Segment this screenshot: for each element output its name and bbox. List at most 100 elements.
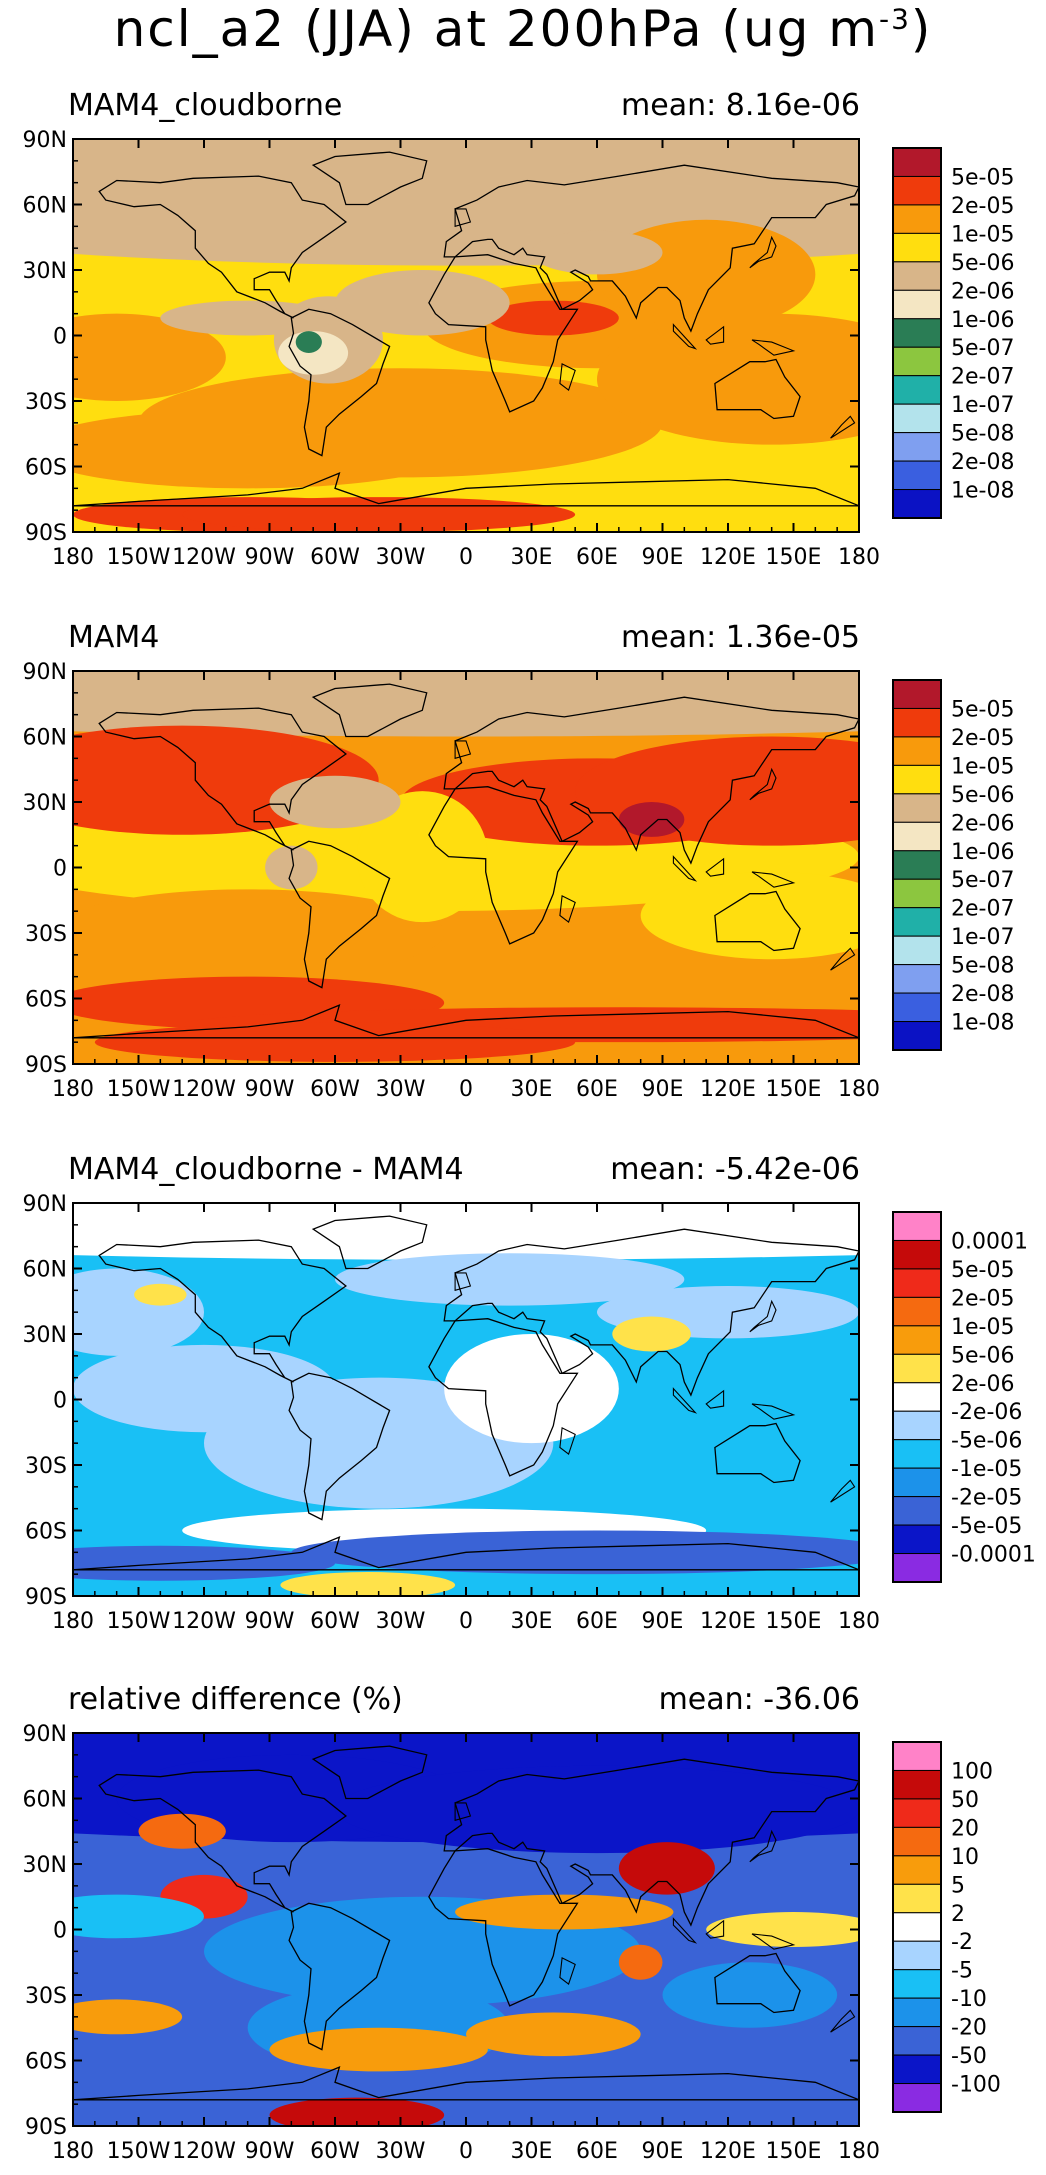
legend-label: 10	[951, 1845, 979, 1870]
legend-label: 2e-05	[951, 726, 1014, 751]
contour-region	[597, 313, 859, 445]
legend-label: 5e-08	[951, 422, 1014, 447]
panel-4-mean: mean: -36.06	[658, 1682, 860, 1717]
legend-label: 5e-05	[951, 165, 1014, 190]
coastline-island	[830, 1479, 856, 1503]
lon-label: 150W	[107, 1077, 171, 1102]
lat-label: 0	[53, 1919, 67, 1944]
legend-swatch	[892, 289, 942, 320]
legend-label: 20	[951, 1816, 979, 1841]
coastline-island	[559, 895, 576, 924]
lon-label: 90W	[245, 2139, 295, 2164]
contour-region	[134, 1283, 187, 1306]
legend-swatch	[892, 1855, 942, 1885]
lat-label: 0	[53, 857, 67, 882]
legend-swatch	[892, 764, 942, 795]
coastline-eurasia	[443, 1758, 859, 1927]
lon-label: 30W	[376, 2139, 426, 2164]
coastline-island	[672, 855, 698, 882]
coastline-island	[749, 1299, 777, 1333]
legend-label: 5e-06	[951, 783, 1014, 808]
contour-region	[291, 1530, 859, 1575]
legend-label: 2e-07	[951, 365, 1014, 390]
coastline-antarctica	[73, 1535, 859, 1571]
contour-region	[94, 1022, 576, 1062]
coastline-africa	[428, 1318, 579, 1477]
lat-label: 90S	[25, 2115, 67, 2140]
contour-region	[269, 2027, 488, 2072]
legend-label: 2e-06	[951, 811, 1014, 836]
contour-region	[455, 1894, 674, 1930]
coastline-island	[454, 208, 472, 228]
legend-swatch	[892, 1325, 942, 1355]
legend-swatch	[892, 2054, 942, 2085]
coastline-australia	[714, 1422, 801, 1484]
legend-label: -2e-06	[951, 1400, 1022, 1425]
lon-label: 90W	[245, 1609, 295, 1634]
contour-region	[335, 1253, 685, 1306]
coastline-island	[559, 1957, 576, 1986]
legend-swatch	[892, 736, 942, 766]
lon-label: 30E	[511, 1077, 553, 1102]
legend-swatch	[892, 1353, 942, 1384]
contour-region	[618, 1842, 715, 1895]
lon-label: 180	[838, 545, 880, 570]
coastline-eurasia	[443, 696, 859, 865]
legend-label: -100	[951, 2073, 1001, 2098]
lon-label: 180	[838, 1077, 880, 1102]
coastline-africa	[428, 786, 579, 945]
legend-label: -1e-05	[951, 1457, 1022, 1482]
contour-region	[73, 1999, 183, 2035]
lon-label: 30W	[376, 545, 426, 570]
lon-label: 180	[52, 1077, 94, 1102]
legend-label: 1e-06	[951, 308, 1014, 333]
lat-label: 30N	[23, 1853, 67, 1878]
coastlines	[73, 683, 859, 1039]
lon-label: 30E	[511, 1609, 553, 1634]
legend-label: 1e-05	[951, 1315, 1014, 1340]
coastline-antarctica	[73, 2065, 859, 2101]
lat-label: 60S	[25, 456, 67, 481]
coastline-greenland	[311, 151, 428, 206]
lon-label: 0	[459, 545, 473, 570]
legend-frame	[892, 1741, 942, 2113]
lat-label: 30S	[25, 390, 67, 415]
legend-swatch	[892, 460, 942, 491]
lon-label: 180	[52, 1609, 94, 1634]
coastline-island	[751, 1403, 796, 1420]
legend-label: 5	[951, 1873, 965, 1898]
legend-label: -2	[951, 1930, 973, 1955]
coastline-island	[749, 235, 777, 269]
lon-label: 60E	[576, 1077, 618, 1102]
legend-label: 1e-05	[951, 222, 1014, 247]
lon-label: 30W	[376, 1077, 426, 1102]
lon-label: 150E	[766, 545, 822, 570]
legend-swatch	[892, 679, 942, 709]
legend-swatch	[892, 1239, 942, 1270]
lon-label: 60W	[310, 1077, 360, 1102]
panel-1-mean: mean: 8.16e-06	[621, 88, 860, 123]
legend-label: -5	[951, 1959, 973, 1984]
lon-label: 150E	[766, 2139, 822, 2164]
panel-3-mean: mean: -5.42e-06	[610, 1152, 860, 1187]
coastline-africa	[428, 1848, 579, 2007]
legend: 5e-05 2e-05 1e-05 5e-06 2e-06 1e-06 5e-07 2e-07…	[892, 679, 1014, 1051]
coastline-island	[705, 1919, 725, 1939]
legend-swatch	[892, 935, 942, 966]
lon-label: 90E	[642, 1077, 684, 1102]
lon-label: 150W	[107, 545, 171, 570]
legend-swatch	[892, 261, 942, 291]
legend-frame	[892, 679, 942, 1051]
coastline-australia	[714, 1952, 801, 2014]
coastline-north-america	[98, 1239, 347, 1383]
legend-label: 1e-07	[951, 925, 1014, 950]
contour-region	[73, 1894, 204, 1939]
coastline-island	[559, 363, 576, 392]
legend-swatch	[892, 204, 942, 234]
legend-swatch	[892, 1296, 942, 1327]
legend-label: 1e-08	[951, 479, 1014, 504]
legend-label: -50	[951, 2044, 987, 2069]
coastline-south-america	[288, 1902, 391, 2051]
